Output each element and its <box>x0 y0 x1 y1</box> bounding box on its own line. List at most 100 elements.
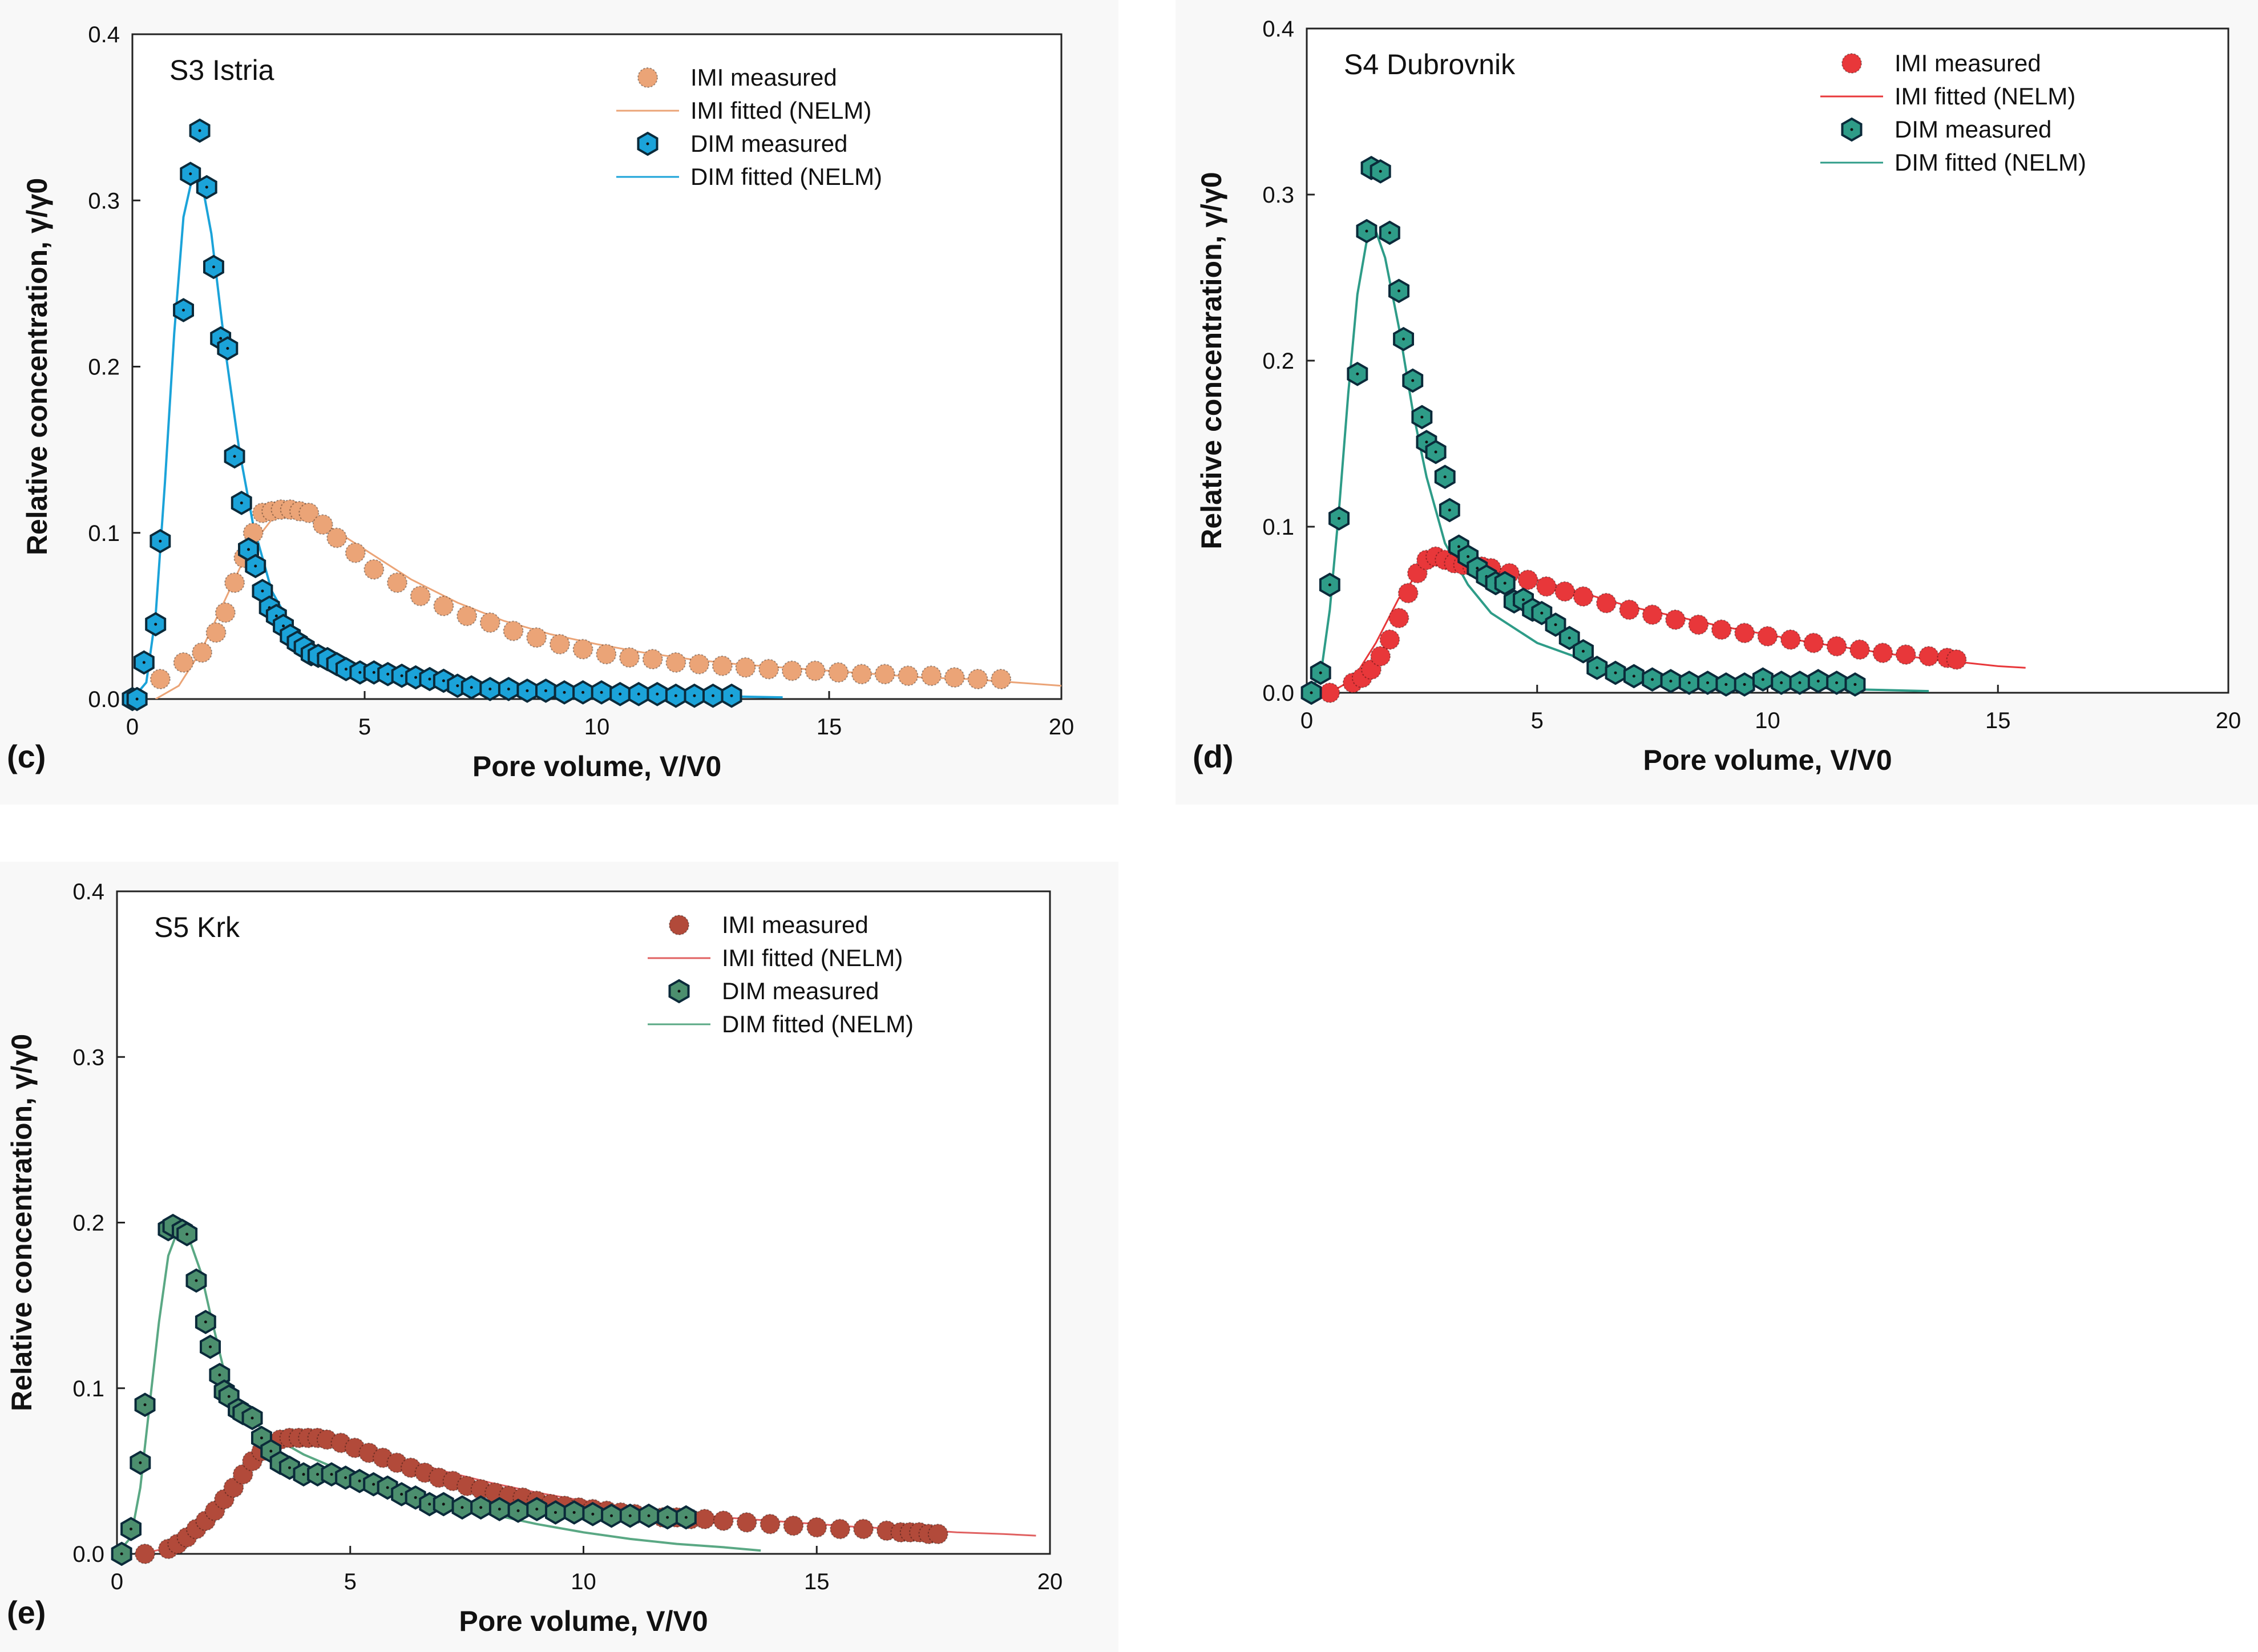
data-point <box>1545 612 1566 637</box>
plot-frame <box>1306 27 2229 694</box>
y-tick-label: 0.1 <box>1262 515 1294 540</box>
data-point <box>1752 667 1774 692</box>
data-point <box>1586 655 1608 680</box>
data-point <box>433 595 454 616</box>
data-point <box>479 677 501 701</box>
x-axis-title: Pore volume, V/V0 <box>472 750 721 782</box>
data-point <box>241 1405 263 1431</box>
data-point <box>1558 625 1580 651</box>
data-point <box>205 622 227 643</box>
data-point <box>192 642 213 663</box>
data-point <box>665 683 686 708</box>
data-point <box>363 559 385 580</box>
data-point <box>217 336 239 361</box>
data-point <box>173 298 194 322</box>
data-point <box>1771 671 1792 695</box>
data-point <box>721 683 742 708</box>
data-point <box>1734 672 1755 697</box>
data-point <box>830 1518 851 1540</box>
data-point <box>713 1510 734 1531</box>
data-point <box>1300 680 1322 705</box>
y-tick-label: 0.1 <box>88 521 120 546</box>
data-point <box>195 1310 216 1335</box>
legend-label: IMI fitted (NELM) <box>722 944 903 971</box>
x-tick-label: 0 <box>111 1569 123 1594</box>
data-point <box>1517 569 1538 591</box>
legend-label: DIM measured <box>1895 116 2051 143</box>
series-dim-measured <box>1300 156 1866 705</box>
y-tick-label: 0.3 <box>72 1045 104 1070</box>
data-point <box>176 1222 198 1247</box>
legend-label: IMI measured <box>1895 50 2041 76</box>
data-point <box>619 647 640 668</box>
data-point <box>535 678 556 703</box>
data-point <box>1370 645 1391 667</box>
data-point <box>326 527 348 548</box>
data-point <box>479 612 500 633</box>
data-point <box>1319 572 1340 597</box>
data-point <box>1393 326 1414 352</box>
data-point <box>647 681 668 706</box>
data-point <box>638 1503 660 1528</box>
panel-title: S3 Istria <box>169 54 274 86</box>
legend-label: DIM fitted (NELM) <box>690 163 882 190</box>
data-point <box>203 255 224 280</box>
x-tick-label: 10 <box>571 1569 596 1594</box>
data-point <box>805 660 826 681</box>
data-point <box>642 649 663 670</box>
data-point <box>224 444 245 469</box>
y-tick-label: 0.4 <box>1262 17 1294 42</box>
data-point <box>563 1500 585 1525</box>
legend-marker <box>668 979 690 1004</box>
y-tick-label: 0.2 <box>1262 349 1294 374</box>
data-point <box>675 1505 697 1530</box>
data-point <box>628 681 649 706</box>
data-point <box>1642 604 1663 625</box>
data-point <box>231 490 252 515</box>
data-point <box>1595 592 1617 613</box>
y-axis-title: Relative concentration, γ/γ0 <box>21 178 53 555</box>
x-tick-label: 15 <box>804 1569 830 1594</box>
data-point <box>1411 405 1433 430</box>
data-point <box>689 653 710 674</box>
data-point <box>120 1517 142 1541</box>
data-point <box>451 1495 473 1520</box>
data-point <box>488 1497 510 1521</box>
data-point <box>1946 649 1967 670</box>
legend-marker <box>1841 117 1863 142</box>
data-point <box>1347 361 1368 386</box>
legend: IMI measured IMI fitted (NELM) DIM measure… <box>648 911 914 1037</box>
plot-frame <box>131 33 1063 700</box>
y-tick-label: 0.3 <box>1262 183 1294 208</box>
data-point <box>1660 669 1682 693</box>
panel-label: (d) <box>1193 738 1234 774</box>
data-point <box>1895 644 1916 665</box>
x-tick-label: 20 <box>1037 1569 1063 1594</box>
y-axis-title: Relative concentration, γ/γ0 <box>1195 172 1227 549</box>
series-dim-measured <box>111 1213 697 1566</box>
data-point <box>498 677 519 701</box>
data-point <box>150 669 171 690</box>
data-point <box>312 514 333 535</box>
chart-c: 0 5 10 15 20 0.0 0.1 0.2 0.3 0.4 Pore volume, V/V0… <box>7 22 1074 782</box>
data-point <box>1328 506 1350 531</box>
y-tick-label: 0.2 <box>88 355 120 380</box>
data-point <box>582 1501 604 1526</box>
x-tick-label: 5 <box>1531 708 1544 733</box>
data-point <box>898 665 919 686</box>
data-point <box>712 655 733 676</box>
y-tick-label: 0.1 <box>72 1376 104 1401</box>
data-point <box>1605 660 1626 685</box>
data-point <box>1379 629 1400 650</box>
legend-label: IMI measured <box>690 64 837 91</box>
data-point <box>1379 220 1400 245</box>
y-tick-label: 0.3 <box>88 188 120 213</box>
data-point <box>1844 672 1866 697</box>
data-point <box>781 660 802 681</box>
data-point <box>1388 278 1409 304</box>
panel-title: S4 Dubrovnik <box>1344 49 1516 80</box>
data-point <box>806 1517 827 1538</box>
data-point <box>1688 614 1709 635</box>
data-point <box>657 1505 678 1530</box>
legend-label: IMI fitted (NELM) <box>1895 83 2075 110</box>
